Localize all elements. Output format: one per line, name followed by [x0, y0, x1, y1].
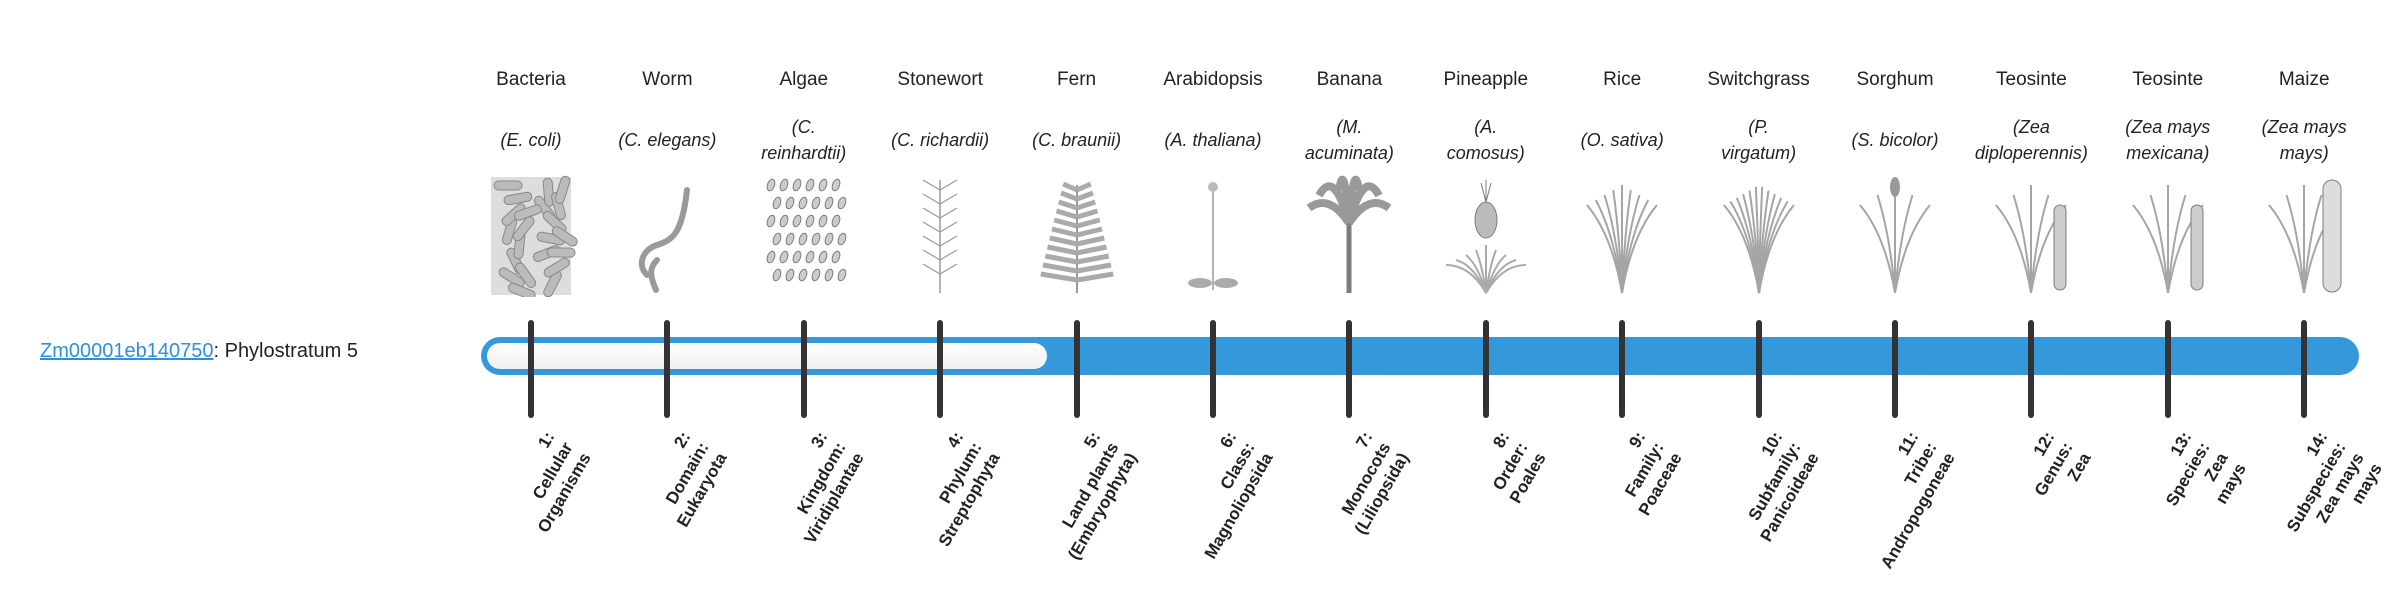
scientific-name-line: (P. [1748, 117, 1769, 137]
scientific-name-line: acuminata) [1304, 143, 1394, 163]
scientific-name-line: (C. richardii) [891, 130, 990, 150]
phylostratum-rank-label: 4: Phylum: Streptophyta [870, 428, 1005, 598]
phylostratum-tick [1346, 320, 1353, 418]
phylostratum-tick [2028, 320, 2035, 418]
phylostratum-rank-label: 1: Cellular Organisms [461, 428, 596, 598]
organism-scientific-name: (C. elegans) [599, 112, 735, 168]
scientific-name-line: (E. coli) [500, 130, 562, 150]
teosinte-icon [2113, 175, 2223, 297]
organism-common-name: Stonewort [897, 69, 983, 90]
banana-icon [1294, 175, 1404, 297]
teosinte-icon [1976, 175, 2086, 297]
phylostratum-tick [2164, 320, 2171, 418]
scientific-name-line: (C. braunii) [1032, 130, 1122, 150]
organism-common-name: Switchgrass [1707, 69, 1810, 90]
fern-icon [1022, 175, 1132, 297]
organism-scientific-name: (A. thaliana) [1145, 112, 1281, 168]
organism-common-name: Bacteria [496, 69, 566, 90]
phylostratum-rank-label: 14: Subspecies: Zea mays mays [2234, 428, 2387, 609]
organism-scientific-name: (Zea diploperennis) [1963, 112, 2099, 168]
phylostratum-rank-label: 8: Order: Poales [1416, 428, 1551, 598]
bacteria-icon [476, 175, 586, 301]
scientific-name-line: virgatum) [1721, 143, 1797, 163]
pineapple-icon [1431, 175, 1541, 297]
phylostratum-rank-label: 2: Domain: Eukaryota [597, 428, 732, 598]
phylostratum-rank-label: 9: Family: Poaceae [1552, 428, 1687, 598]
gene-id-link[interactable]: Zm00001eb140750 [40, 340, 214, 362]
maize-icon [2249, 175, 2359, 297]
scientific-name-line: (A. [1474, 117, 1498, 137]
organism-common-name: Teosinte [2132, 69, 2204, 90]
stonewort-icon [885, 175, 995, 297]
phylostratum-tick [664, 320, 671, 418]
phylostratum-bar [481, 337, 2359, 375]
organism-scientific-name: (M. acuminata) [1281, 112, 1417, 168]
organism-common-name: Pineapple [1443, 69, 1529, 90]
arabidopsis-icon [1158, 175, 1268, 297]
organism-scientific-name: (Zea mays mexicana) [2100, 112, 2236, 168]
sorghum-icon [1840, 175, 1950, 297]
organism-common-name: Arabidopsis [1163, 69, 1263, 90]
phylostratum-text: : Phylostratum 5 [213, 340, 358, 362]
phylostratum-rank-label: 6: Class: Magnoliopsida [1143, 428, 1278, 598]
organism-common-name: Maize [2278, 69, 2330, 90]
phylostratum-tick [1892, 320, 1898, 418]
phylostratum-tick [1482, 320, 1489, 418]
phylostratum-rank-label: 11: Tribe: Andropogoneae [1825, 428, 1960, 598]
phylostratum-tick [1073, 320, 1080, 418]
phylostratum-rank-label: 5: Land plants (Embryophyta) [1007, 428, 1142, 598]
scientific-name-line: (S. bicolor) [1851, 130, 1939, 150]
scientific-name-line: (O. sativa) [1580, 130, 1664, 150]
phylostratum-tick [1755, 320, 1762, 418]
scientific-name-line: comosus) [1446, 143, 1525, 163]
organism-scientific-name: (S. bicolor) [1827, 112, 1963, 168]
scientific-name-line: diploperennis) [1974, 143, 2088, 163]
scientific-name-line: reinhardtii) [761, 143, 847, 163]
phylostratum-tick [528, 320, 534, 418]
organism-scientific-name: (C. reinhardtii) [736, 112, 872, 168]
organism-common-name: Algae [779, 69, 829, 90]
phylostratum-tick [800, 320, 807, 418]
worm-icon [612, 175, 722, 297]
phylostratum-tick [1619, 320, 1626, 418]
organism-common-name: Fern [1057, 69, 1097, 90]
switchgrass-icon [1704, 175, 1814, 297]
scientific-name-line: mexicana) [2126, 143, 2210, 163]
organism-scientific-name: (E. coli) [463, 112, 599, 168]
organism-common-name: Worm [642, 69, 693, 90]
organism-scientific-name: (P. virgatum) [1691, 112, 1827, 168]
phylostratum-rank-label: 7: Monocots (Liliopsida) [1279, 428, 1414, 598]
organism-common-name: Sorghum [1856, 69, 1934, 90]
phylostratum-bar-track [487, 343, 1047, 369]
organism-scientific-name: (Zea mays mays) [2236, 112, 2372, 168]
phylostratum-tick [937, 320, 944, 418]
organism-scientific-name: (O. sativa) [1554, 112, 1690, 168]
organism-common-name: Banana [1316, 69, 1383, 90]
organism-scientific-name: (C. braunii) [1009, 112, 1145, 168]
scientific-name-line: (M. [1336, 117, 1363, 137]
scientific-name-line: (Zea mays [2261, 117, 2347, 137]
rice-icon [1567, 175, 1677, 297]
scientific-name-line: (Zea [2012, 117, 2050, 137]
scientific-name-line: mays) [2279, 143, 2329, 163]
organism-scientific-name: (A. comosus) [1418, 112, 1554, 168]
scientific-name-line: (Zea mays [2125, 117, 2211, 137]
scientific-name-line: (C. [791, 117, 816, 137]
phylostratum-tick [1210, 320, 1216, 418]
organism-common-name: Rice [1603, 69, 1642, 90]
algae-icon [749, 175, 859, 297]
scientific-name-line: (A. thaliana) [1164, 130, 1262, 150]
phylostratum-rank-label: 10: Subfamily: Panicoideae [1689, 428, 1824, 598]
phylostratum-tick [2301, 320, 2308, 418]
phylostratum-rank-label: 13: Species: Zea mays [2098, 428, 2251, 609]
phylostratum-rank-label: 12: Genus: Zea [1961, 428, 2096, 598]
gene-label: Zm00001eb140750: Phylostratum 5 [40, 340, 358, 363]
organism-common-name: Teosinte [1996, 69, 2067, 90]
organism-scientific-name: (C. richardii) [872, 112, 1008, 168]
phylostratum-rank-label: 3: Kingdom: Viridiplantae [734, 428, 869, 598]
scientific-name-line: (C. elegans) [618, 130, 717, 150]
